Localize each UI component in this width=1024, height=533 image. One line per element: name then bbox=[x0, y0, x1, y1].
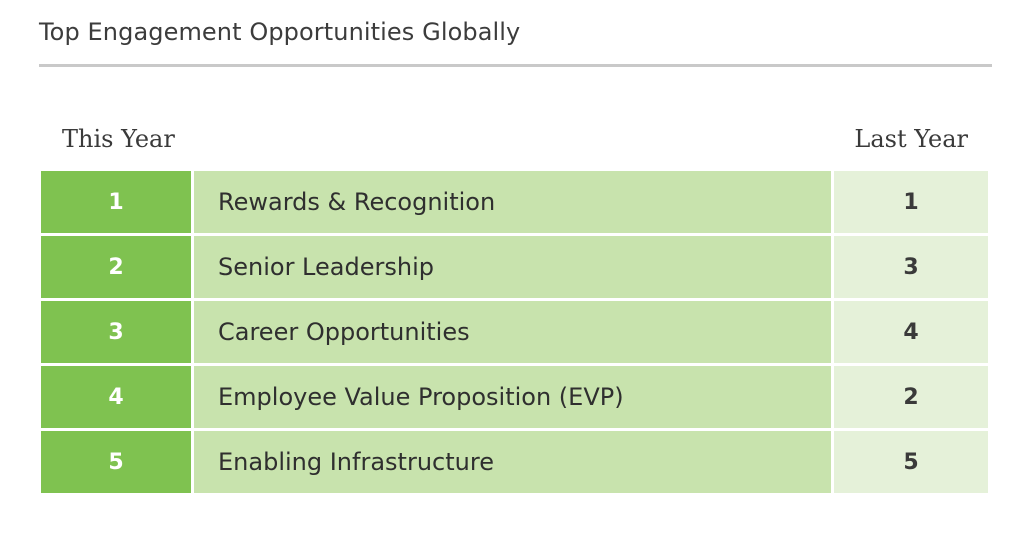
opportunity-label: Enabling Infrastructure bbox=[194, 431, 831, 493]
this-year-rank: 5 bbox=[41, 431, 191, 493]
this-year-rank: 1 bbox=[41, 171, 191, 233]
table-row: 2 Senior Leadership 3 bbox=[41, 236, 988, 298]
last-year-rank: 5 bbox=[834, 431, 988, 493]
chart-title: Top Engagement Opportunities Globally bbox=[39, 18, 521, 46]
table-row: 3 Career Opportunities 4 bbox=[41, 301, 988, 363]
opportunity-label: Employee Value Proposition (EVP) bbox=[194, 366, 831, 428]
last-year-rank: 2 bbox=[834, 366, 988, 428]
column-header-this-year: This Year bbox=[62, 125, 175, 153]
this-year-rank: 2 bbox=[41, 236, 191, 298]
opportunity-label: Career Opportunities bbox=[194, 301, 831, 363]
this-year-rank: 3 bbox=[41, 301, 191, 363]
opportunity-label: Rewards & Recognition bbox=[194, 171, 831, 233]
opportunity-label: Senior Leadership bbox=[194, 236, 831, 298]
last-year-rank: 3 bbox=[834, 236, 988, 298]
column-header-last-year: Last Year bbox=[854, 125, 968, 153]
this-year-rank: 4 bbox=[41, 366, 191, 428]
last-year-rank: 4 bbox=[834, 301, 988, 363]
title-divider bbox=[39, 64, 992, 67]
table-row: 1 Rewards & Recognition 1 bbox=[41, 171, 988, 233]
table-row: 5 Enabling Infrastructure 5 bbox=[41, 431, 988, 493]
table-row: 4 Employee Value Proposition (EVP) 2 bbox=[41, 366, 988, 428]
last-year-rank: 1 bbox=[834, 171, 988, 233]
ranking-table: 1 Rewards & Recognition 1 2 Senior Leade… bbox=[41, 171, 988, 493]
